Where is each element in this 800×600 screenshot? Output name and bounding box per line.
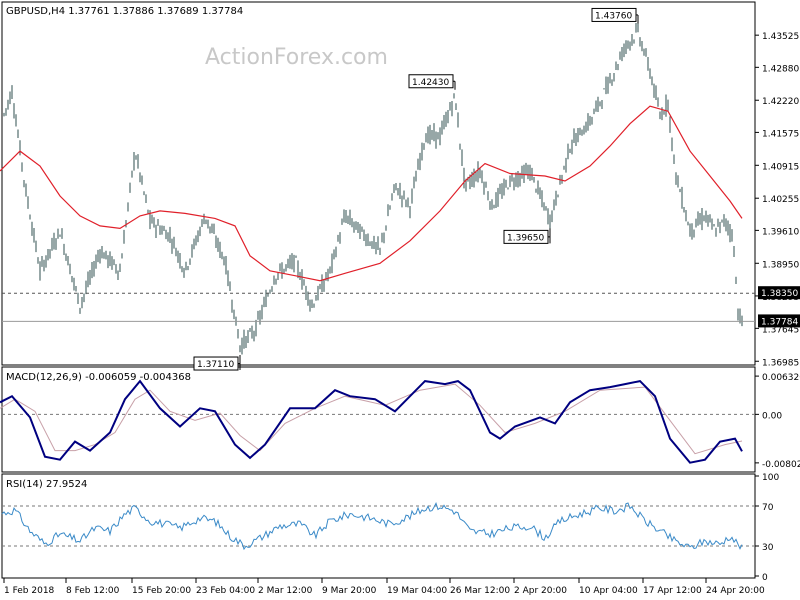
rsi-line [1, 502, 743, 551]
annotation-box [503, 229, 549, 244]
x-tick-label: 15 Feb 20:00 [132, 586, 191, 596]
price-y-tick-label: 1.39610 [762, 227, 799, 237]
price-pane-border [1, 1, 756, 366]
reference-label-box [758, 286, 800, 300]
macd-pane-border [1, 366, 756, 473]
annotation-box [591, 7, 637, 22]
axes: 1.43525 1.42880 1.42220 1.41575 1.40915 1.402… [3, 32, 800, 596]
rsi-y-tick-label: 0 [762, 573, 768, 583]
price-pane-title: GBPUSD,H4 1.37761 1.37886 1.37689 1.3778… [6, 6, 243, 17]
x-tick-label: 2 Apr 20:00 [514, 586, 567, 596]
reference-label: 1.37784 [761, 317, 798, 327]
price-y-tick-label: 1.42880 [762, 64, 799, 74]
annotation-label: 1.43760 [595, 11, 632, 21]
x-tick-label: 24 Apr 20:00 [706, 586, 765, 596]
reference-label: 1.38350 [761, 289, 798, 299]
x-tick-label: 26 Mar 12:00 [450, 586, 510, 596]
rsi-y-tick-label: 70 [762, 503, 774, 513]
x-tick-label: 9 Mar 20:00 [322, 586, 377, 596]
price-y-tick-label: 1.40915 [762, 162, 799, 172]
rsi-pane-title: RSI(14) 27.9524 [6, 479, 87, 490]
price-y-tick-label: 1.40255 [762, 195, 799, 205]
rsi-plot [1, 502, 755, 551]
signal-line [0, 383, 743, 455]
x-tick-label: 2 Mar 12:00 [258, 586, 313, 596]
price-y-tick-label: 1.41575 [762, 129, 799, 139]
annotation-box [193, 356, 239, 371]
reference-label-box [758, 314, 800, 328]
x-tick-label: 17 Apr 12:00 [643, 586, 702, 596]
macd-y-tick-label: 0.006326 [762, 373, 800, 383]
pane-frames [1, 1, 756, 579]
price-plot: 1.43760 1.42430 1.39650 1.37110 [0, 7, 755, 371]
x-tick-label: 10 Apr 04:00 [579, 586, 638, 596]
x-tick-label: 19 Mar 04:00 [387, 586, 447, 596]
macd-y-tick-label: 0.00 [762, 411, 782, 421]
rsi-y-tick-label: 100 [762, 473, 779, 483]
price-y-tick-label: 1.36985 [762, 358, 799, 368]
macd-pane-title: MACD(12,26,9) -0.006059 -0.004368 [6, 372, 191, 383]
annotation-label: 1.37110 [197, 360, 234, 370]
price-y-tick-label: 1.37645 [762, 325, 799, 335]
macd-line [0, 379, 743, 464]
annotation-box [408, 74, 454, 89]
macd-plot [0, 379, 755, 464]
rsi-pane-border [1, 473, 756, 579]
rsi-y-tick-label: 30 [762, 543, 774, 553]
macd-y-tick-label: -0.008022 [762, 460, 800, 470]
price-y-tick-label: 1.43525 [762, 32, 799, 42]
annotation-label: 1.39650 [507, 233, 544, 243]
moving-average-line [0, 105, 743, 282]
price-y-tick-label: 1.38950 [762, 260, 799, 270]
price-y-tick-label: 1.42220 [762, 97, 799, 107]
x-tick-label: 23 Feb 04:00 [196, 586, 255, 596]
annotation-label: 1.42430 [412, 78, 449, 88]
candles [3, 22, 743, 355]
x-tick-label: 1 Feb 2018 [4, 586, 55, 596]
x-tick-label: 8 Feb 12:00 [66, 586, 120, 596]
watermark: ActionForex.com [205, 45, 388, 70]
